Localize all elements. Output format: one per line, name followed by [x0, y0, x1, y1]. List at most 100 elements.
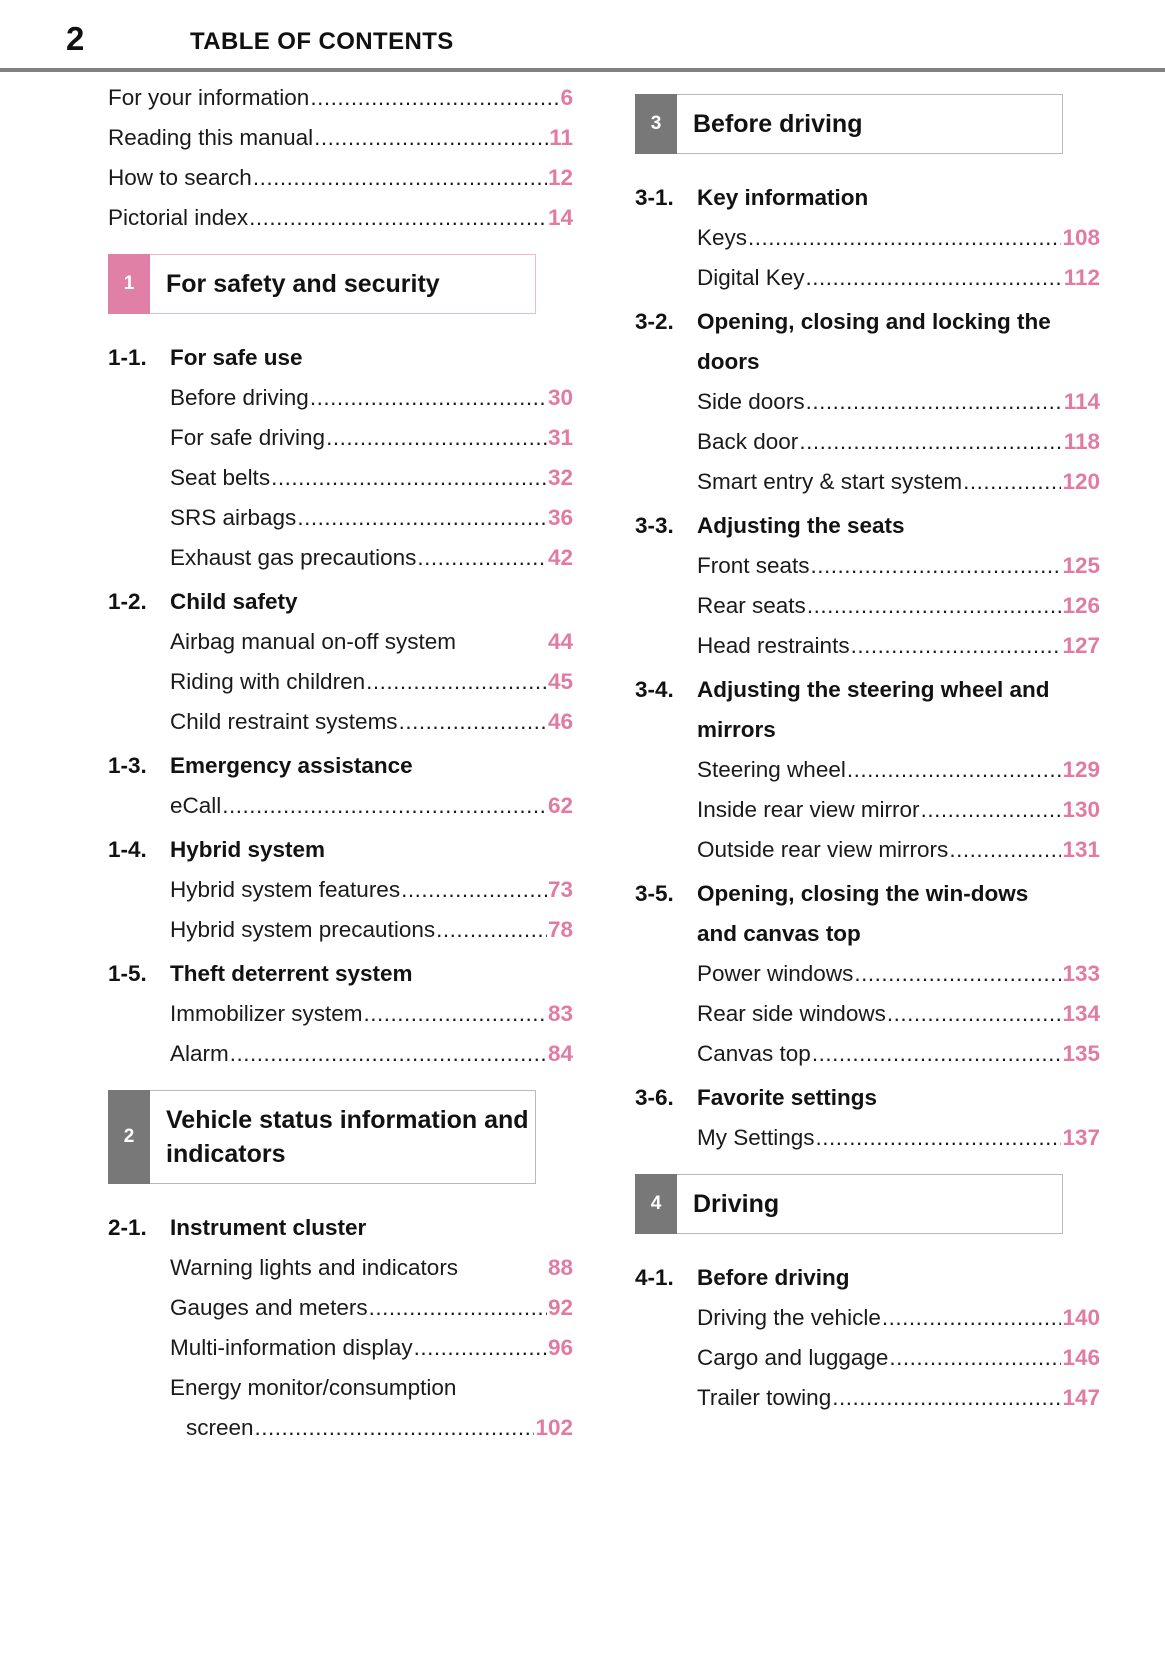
toc-entry-title: Riding with children — [170, 669, 366, 694]
leader-dots: ........................................… — [326, 425, 547, 450]
leader-dots: ........................................… — [401, 877, 547, 902]
toc-entry[interactable]: Airbag manual on-off system.............… — [170, 622, 573, 662]
toc-entry[interactable]: Outside rear view mirrors...............… — [697, 830, 1100, 870]
toc-entry-page-number: 140 — [1062, 1305, 1100, 1330]
leader-dots: ........................................… — [254, 1415, 535, 1440]
page-folio-number: 2 — [66, 20, 84, 57]
toc-entry-page-number: 120 — [1062, 469, 1100, 494]
toc-entry-page-number: 133 — [1062, 961, 1100, 986]
toc-entry[interactable]: eCall...................................… — [170, 786, 573, 826]
toc-entry[interactable]: How to search...........................… — [108, 158, 573, 198]
toc-section-number: 1-3. — [108, 753, 147, 778]
toc-entry-title: Before driving — [170, 385, 309, 410]
leader-dots: ........................................… — [310, 85, 560, 110]
toc-entry[interactable]: Gauges and meters.......................… — [170, 1288, 573, 1328]
toc-entry-page-number: 127 — [1062, 633, 1100, 658]
toc-section-entries: Warning lights and indicators...........… — [170, 1248, 573, 1448]
toc-entry-page-number: 147 — [1062, 1385, 1100, 1410]
toc-section-label: Instrument cluster — [170, 1215, 367, 1240]
toc-entry[interactable]: Digital Key.............................… — [697, 258, 1100, 298]
toc-entry[interactable]: Smart entry & start system..............… — [697, 462, 1100, 502]
toc-entry[interactable]: Warning lights and indicators...........… — [170, 1248, 573, 1288]
toc-entry-title: My Settings — [697, 1125, 815, 1150]
toc-entry-page-number: 78 — [547, 917, 573, 942]
toc-entry-page-number: 14 — [547, 205, 573, 230]
toc-entry[interactable]: Hybrid system features..................… — [170, 870, 573, 910]
toc-entry[interactable]: Riding with children....................… — [170, 662, 573, 702]
toc-entry-title: Hybrid system precautions — [170, 917, 436, 942]
leader-dots: ........................................… — [881, 1305, 1062, 1330]
toc-entry[interactable]: Steering wheel..........................… — [697, 750, 1100, 790]
toc-entry-page-number: 32 — [547, 465, 573, 490]
toc-entry[interactable]: For your information....................… — [108, 78, 573, 118]
toc-entry-title: Trailer towing — [697, 1385, 832, 1410]
toc-entry[interactable]: Alarm...................................… — [170, 1034, 573, 1074]
toc-entry-title: For your information — [108, 85, 310, 110]
toc-entry[interactable]: Driving the vehicle.....................… — [697, 1298, 1100, 1338]
toc-entry[interactable]: SRS airbags.............................… — [170, 498, 573, 538]
toc-entry[interactable]: For safe driving........................… — [170, 418, 573, 458]
toc-left-column: For your information....................… — [108, 78, 573, 1448]
leader-dots: ........................................… — [363, 1001, 547, 1026]
chapter-banner-1[interactable]: 1 For safety and security — [108, 254, 536, 314]
leader-dots: ........................................… — [398, 709, 547, 734]
toc-entry-title: Hybrid system features — [170, 877, 401, 902]
toc-entry[interactable]: Back door...............................… — [697, 422, 1100, 462]
toc-entry[interactable]: Trailer towing..........................… — [697, 1378, 1100, 1418]
spacer — [108, 320, 573, 334]
leader-dots: ........................................… — [854, 961, 1061, 986]
toc-entry[interactable]: Exhaust gas precautions.................… — [170, 538, 573, 578]
toc-entry[interactable]: Multi-information display...............… — [170, 1328, 573, 1368]
toc-entry[interactable]: Inside rear view mirror.................… — [697, 790, 1100, 830]
toc-entry-title: Inside rear view mirror — [697, 797, 920, 822]
chapter-banner-2[interactable]: 2 Vehicle status information and indicato… — [108, 1090, 536, 1184]
toc-entry[interactable]: Before driving..........................… — [170, 378, 573, 418]
toc-section-entries: Before driving..........................… — [170, 378, 573, 578]
chapter-title: Vehicle status information and indicator… — [150, 1090, 536, 1184]
toc-entry[interactable]: Head restraints.........................… — [697, 626, 1100, 666]
leader-dots: ........................................… — [806, 593, 1062, 618]
toc-entry-title: eCall — [170, 793, 222, 818]
toc-entry[interactable]: Keys....................................… — [697, 218, 1100, 258]
toc-entry[interactable]: My Settings.............................… — [697, 1118, 1100, 1158]
toc-entry[interactable]: Energy monitor/consumption screen........… — [170, 1368, 573, 1448]
toc-section-heading: 2-1. Instrument cluster — [108, 1208, 573, 1248]
toc-entry-title: Seat belts — [170, 465, 271, 490]
toc-entry-page-number: 45 — [547, 669, 573, 694]
toc-entry-page-number: 44 — [547, 629, 573, 654]
toc-section-number: 3-6. — [635, 1085, 674, 1110]
leader-dots: ........................................… — [963, 469, 1061, 494]
toc-entry[interactable]: Power windows...........................… — [697, 954, 1100, 994]
toc-section-number: 3-4. — [635, 677, 674, 702]
toc-entry-title: For safe driving — [170, 425, 326, 450]
toc-columns: For your information....................… — [0, 78, 1165, 1448]
chapter-banner-4[interactable]: 4 Driving — [635, 1174, 1063, 1234]
toc-entry[interactable]: Front seats.............................… — [697, 546, 1100, 586]
toc-entry-page-number: 6 — [560, 85, 573, 110]
toc-section-heading: 1-5. Theft deterrent system — [108, 954, 573, 994]
toc-entry-title: Rear seats — [697, 593, 806, 618]
toc-entry-title: How to search — [108, 165, 252, 190]
toc-entry[interactable]: Canvas top..............................… — [697, 1034, 1100, 1074]
toc-entry[interactable]: Rear side windows.......................… — [697, 994, 1100, 1034]
chapter-number-badge: 1 — [108, 254, 150, 314]
toc-section-number: 3-3. — [635, 513, 674, 538]
toc-entry[interactable]: Reading this manual.....................… — [108, 118, 573, 158]
toc-section-label: Opening, closing and locking the doors — [697, 309, 1051, 374]
toc-entry[interactable]: Seat belts..............................… — [170, 458, 573, 498]
toc-entry[interactable]: Child restraint systems.................… — [170, 702, 573, 742]
toc-entry[interactable]: Hybrid system precautions...............… — [170, 910, 573, 950]
toc-entry[interactable]: Pictorial index.........................… — [108, 198, 573, 238]
toc-entry[interactable]: Rear seats..............................… — [697, 586, 1100, 626]
toc-entry[interactable]: Side doors..............................… — [697, 382, 1100, 422]
toc-entry[interactable]: Immobilizer system......................… — [170, 994, 573, 1034]
leader-dots: ........................................… — [949, 837, 1061, 862]
toc-section-heading: 3-3. Adjusting the seats — [635, 506, 1100, 546]
toc-entry-title: Alarm — [170, 1041, 229, 1066]
toc-section-heading: 3-1. Key information — [635, 178, 1100, 218]
header-divider — [0, 68, 1165, 72]
chapter-banner-3[interactable]: 3 Before driving — [635, 94, 1063, 154]
toc-entry[interactable]: Cargo and luggage.......................… — [697, 1338, 1100, 1378]
toc-section-entries: Keys....................................… — [697, 218, 1100, 298]
chapter-number-badge: 4 — [635, 1174, 677, 1234]
